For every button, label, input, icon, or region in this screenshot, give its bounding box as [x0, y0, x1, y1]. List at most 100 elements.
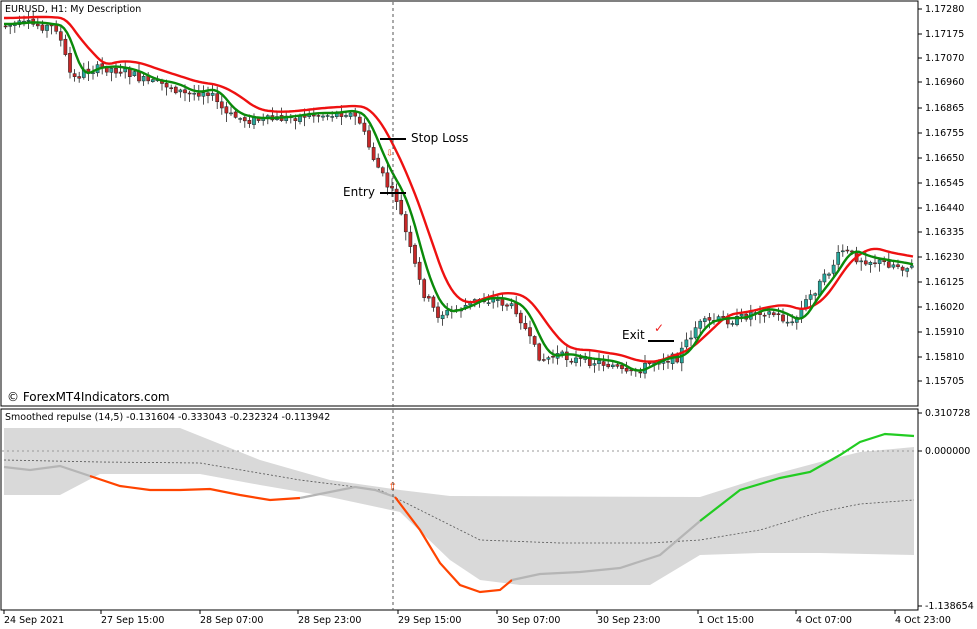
- time-tick-label: 4 Oct 07:00: [796, 615, 852, 626]
- candle-body: [35, 23, 40, 27]
- candle-body: [242, 117, 247, 122]
- candle-body: [638, 371, 643, 374]
- candle-body: [40, 24, 45, 31]
- sell-signal-arrow-icon: ⇩: [386, 149, 394, 159]
- price-tick-label: 1.17280: [925, 4, 964, 15]
- candle-body: [891, 264, 896, 268]
- candle-body: [58, 31, 63, 41]
- time-tick-label: 29 Sep 15:00: [398, 615, 461, 626]
- candle-body: [905, 268, 910, 272]
- time-tick-label: 30 Sep 23:00: [597, 615, 660, 626]
- candle-body: [219, 101, 224, 109]
- candle-body: [431, 296, 436, 308]
- candle-body: [666, 361, 670, 363]
- candle-body: [238, 118, 243, 120]
- candle-body: [574, 357, 578, 363]
- candle-body: [610, 364, 615, 367]
- candle-body: [592, 363, 597, 366]
- candle-body: [137, 71, 141, 82]
- repulse-main-line: [3, 432, 915, 594]
- candle-body: [233, 111, 238, 118]
- candle-body: [394, 188, 399, 202]
- candle-body: [330, 116, 335, 118]
- repulse-signal-line: [3, 459, 915, 544]
- indicator-tick-label: 0.310728: [925, 408, 970, 419]
- candle-body: [569, 360, 574, 363]
- candle-body: [790, 321, 795, 324]
- price-tick-label: 1.15705: [925, 376, 964, 387]
- candle-body: [229, 112, 233, 115]
- candle-body: [739, 313, 744, 317]
- candle-body: [698, 320, 703, 329]
- candle-body: [859, 260, 864, 263]
- candle-body: [873, 262, 877, 265]
- candle-body: [693, 327, 698, 339]
- candle-body: [445, 309, 450, 316]
- price-tick-label: 1.16960: [925, 77, 964, 88]
- price-tick-label: 1.16020: [925, 302, 964, 313]
- candle-body: [624, 367, 629, 372]
- candle-body: [26, 19, 31, 22]
- candle-body: [541, 359, 546, 361]
- candle-body: [436, 306, 440, 318]
- price-tick-label: 1.16650: [925, 153, 964, 164]
- candle-body: [505, 304, 509, 307]
- exit-label: Exit: [622, 328, 645, 342]
- candle-body: [877, 259, 882, 264]
- candle-body: [827, 273, 831, 276]
- candle-body: [114, 67, 118, 74]
- candle-body: [187, 92, 192, 95]
- candle-body: [132, 71, 137, 76]
- candle-body: [348, 112, 353, 117]
- slow-ma-line: [4, 15, 914, 363]
- candle-body: [597, 360, 601, 365]
- price-tick-label: 1.17175: [925, 29, 964, 40]
- candle-body: [164, 83, 169, 88]
- candle-body: [196, 92, 201, 97]
- price-axis[interactable]: 1.17280 1.17175 1.17070 1.16960 1.16865 1.167…: [918, 4, 964, 387]
- time-tick-label: 30 Sep 07:00: [497, 615, 560, 626]
- indicator-tick-label: -1.138654: [925, 601, 974, 612]
- candle-body: [886, 261, 891, 268]
- candle-body: [509, 303, 514, 307]
- candle-body: [169, 87, 174, 89]
- candle-body: [54, 24, 59, 32]
- candle-body: [762, 314, 767, 317]
- candle-body: [316, 115, 321, 117]
- candle-body: [362, 122, 367, 132]
- candle-body: [123, 68, 128, 73]
- candle-body: [440, 314, 445, 320]
- candle-body: [206, 92, 210, 96]
- candle-body: [63, 38, 68, 55]
- candle-body: [707, 317, 712, 321]
- candle-body: [311, 114, 316, 117]
- candle-body: [781, 314, 785, 322]
- candle-body: [201, 92, 206, 97]
- candle-body: [831, 264, 836, 274]
- candle-body: [408, 231, 413, 247]
- time-tick-label: 1 Oct 15:00: [698, 615, 754, 626]
- candle-body: [8, 25, 13, 27]
- candle-body: [3, 25, 8, 28]
- candle-body: [863, 260, 868, 265]
- candle-body: [808, 294, 813, 300]
- candle-body: [813, 293, 818, 296]
- time-tick-label: 24 Sep 2021: [4, 615, 64, 626]
- candle-body: [578, 357, 583, 359]
- time-axis[interactable]: 24 Sep 2021 27 Sep 15:00 28 Sep 07:00 28 Se…: [3, 610, 951, 626]
- candle-body: [532, 336, 537, 345]
- candle-body: [173, 86, 178, 94]
- candle-body: [523, 323, 528, 329]
- candle-body: [868, 261, 873, 265]
- indicator-signal-arrow: ⇧: [388, 480, 397, 493]
- symbol-header: EURUSD, H1: My Description: [5, 4, 141, 15]
- fast-ma-line: [4, 21, 914, 372]
- indicator-axis[interactable]: 0.310728 0.000000 -1.138654: [918, 408, 974, 612]
- price-tick-label: 1.17070: [925, 53, 964, 64]
- candle-body: [702, 318, 707, 322]
- candle-body: [528, 327, 532, 337]
- indicator-tick-label: 0.000000: [925, 446, 970, 457]
- repulse-segment-falling: [394, 496, 513, 594]
- candle-body: [141, 76, 146, 82]
